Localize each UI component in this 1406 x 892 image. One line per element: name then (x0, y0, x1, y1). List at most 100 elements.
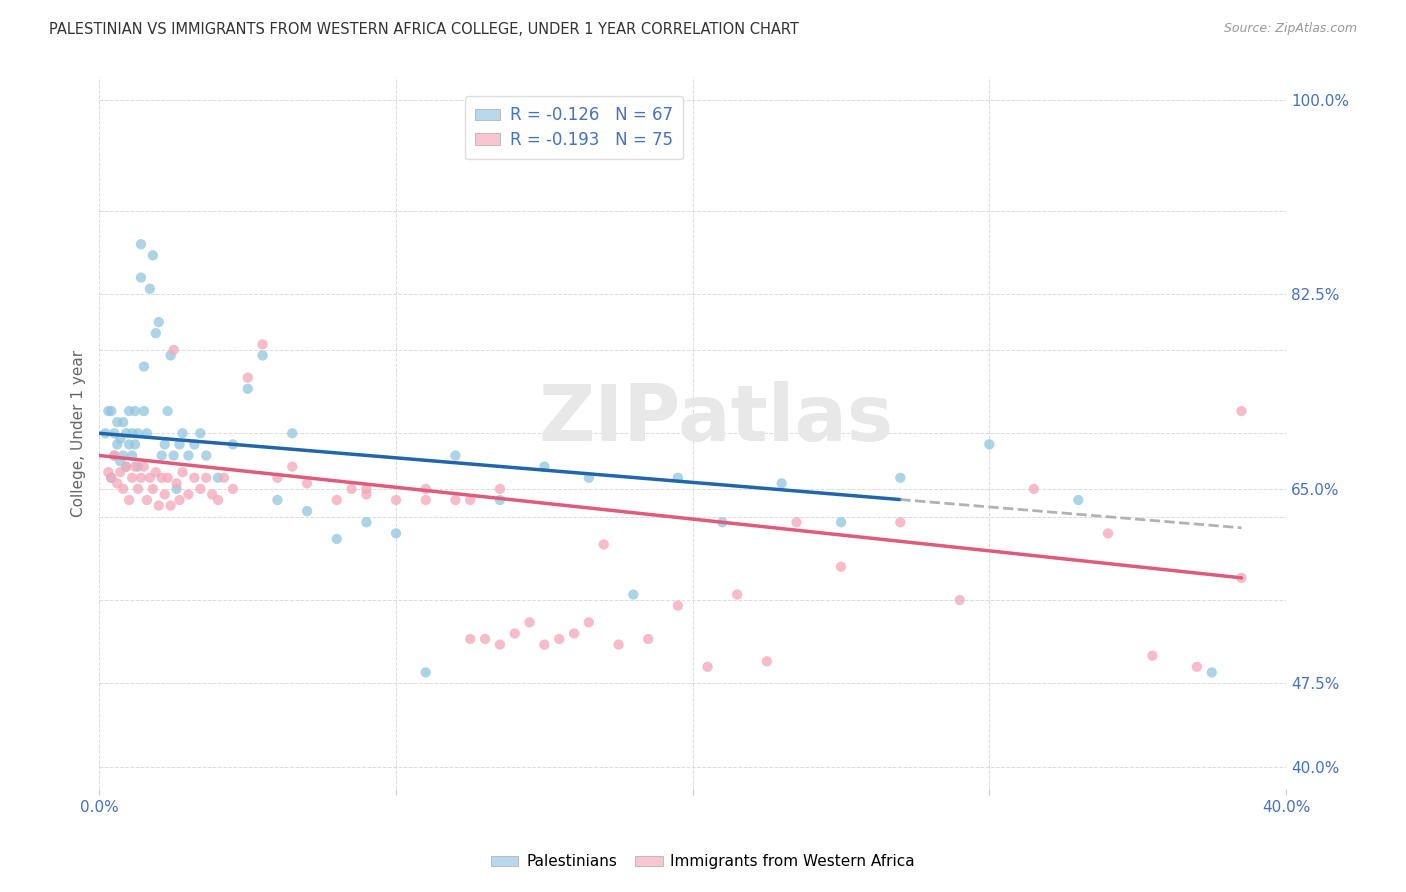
Point (100, 471, 122, 485)
Point (1067, 493, 1090, 508)
Point (889, 515, 911, 529)
Point (533, 638, 555, 652)
Point (666, 471, 689, 485)
Point (132, 404, 155, 418)
Point (162, 449, 184, 463)
Point (97, 465, 120, 479)
Point (145, 326, 167, 341)
Point (177, 449, 200, 463)
Point (458, 493, 481, 508)
Point (696, 660, 718, 674)
Point (489, 638, 512, 652)
Point (979, 437, 1001, 451)
Point (207, 471, 229, 485)
Point (356, 515, 378, 529)
Point (415, 482, 437, 496)
Point (112, 482, 135, 496)
Point (148, 315, 170, 329)
Point (562, 626, 585, 640)
Point (118, 437, 141, 451)
Point (127, 426, 149, 441)
Point (153, 437, 176, 451)
Point (236, 370, 259, 384)
Point (489, 493, 512, 508)
Point (607, 638, 630, 652)
Point (135, 493, 157, 508)
Point (103, 449, 125, 463)
Point (637, 632, 659, 646)
Point (132, 359, 155, 374)
Point (356, 487, 378, 501)
Point (97, 404, 120, 418)
Point (127, 482, 149, 496)
Point (188, 482, 211, 496)
Point (150, 471, 173, 485)
Point (139, 282, 162, 296)
Point (266, 471, 288, 485)
Point (578, 471, 600, 485)
Point (949, 593, 972, 607)
Point (127, 459, 149, 474)
Point (112, 449, 135, 463)
Point (115, 459, 138, 474)
Text: PALESTINIAN VS IMMIGRANTS FROM WESTERN AFRICA COLLEGE, UNDER 1 YEAR CORRELATION : PALESTINIAN VS IMMIGRANTS FROM WESTERN A… (49, 22, 799, 37)
Point (1142, 648, 1164, 663)
Point (105, 437, 128, 451)
Legend: Palestinians, Immigrants from Western Africa: Palestinians, Immigrants from Western Af… (485, 848, 921, 875)
Point (100, 404, 122, 418)
Point (103, 449, 125, 463)
Point (129, 237, 152, 252)
Point (533, 459, 555, 474)
Legend: R = -0.126   N = 67, R = -0.193   N = 75: R = -0.126 N = 67, R = -0.193 N = 75 (465, 96, 683, 159)
Point (474, 632, 496, 646)
Point (108, 465, 131, 479)
Point (444, 493, 467, 508)
Point (489, 482, 512, 496)
Point (183, 437, 205, 451)
Point (124, 437, 146, 451)
Point (281, 459, 304, 474)
Point (135, 426, 157, 441)
Point (830, 559, 852, 574)
Point (172, 426, 194, 441)
Point (150, 449, 173, 463)
Point (326, 532, 349, 546)
Text: Source: ZipAtlas.com: Source: ZipAtlas.com (1223, 22, 1357, 36)
Point (188, 426, 211, 441)
Point (162, 343, 184, 357)
Point (94, 426, 117, 441)
Point (105, 476, 128, 491)
Point (444, 449, 467, 463)
Point (121, 471, 143, 485)
Point (124, 404, 146, 418)
Point (172, 465, 194, 479)
Point (252, 348, 274, 362)
Point (153, 487, 176, 501)
Point (129, 270, 152, 285)
Point (159, 348, 181, 362)
Point (112, 415, 135, 429)
Point (177, 487, 200, 501)
Point (548, 632, 571, 646)
Point (385, 526, 408, 541)
Point (770, 476, 793, 491)
Point (592, 537, 614, 551)
Point (281, 426, 304, 441)
Point (1185, 660, 1208, 674)
Point (139, 471, 162, 485)
Point (195, 471, 218, 485)
Point (295, 476, 318, 491)
Point (236, 382, 259, 396)
Point (503, 626, 526, 640)
Point (121, 426, 143, 441)
Point (129, 471, 152, 485)
Point (830, 515, 852, 529)
Point (201, 487, 224, 501)
Point (755, 654, 778, 668)
Point (142, 482, 165, 496)
Point (118, 404, 141, 418)
Point (115, 426, 138, 441)
Point (252, 337, 274, 351)
Point (415, 493, 437, 508)
Point (621, 588, 644, 602)
